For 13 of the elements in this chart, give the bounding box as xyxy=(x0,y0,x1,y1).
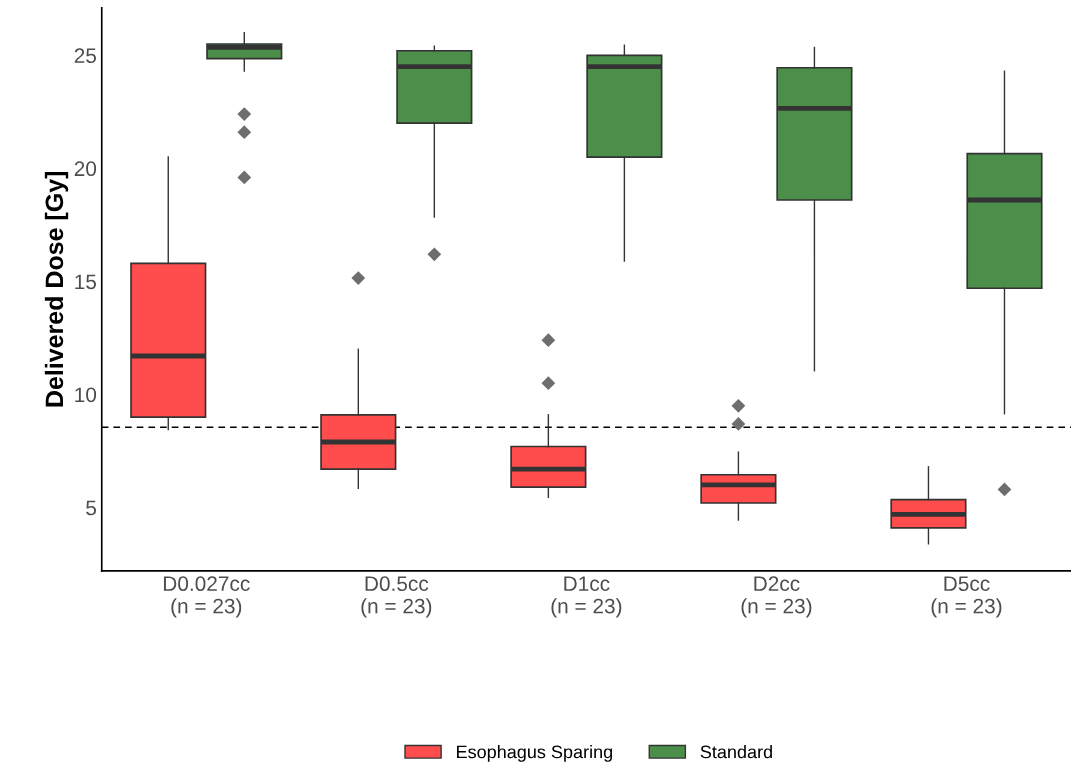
y-tick-label: 20 xyxy=(74,161,97,177)
x-tick-label: D1cc (n = 23) xyxy=(551,576,622,618)
y-tick-label: 15 xyxy=(75,274,97,290)
x-tick-label: D2cc (n = 23) xyxy=(741,576,812,618)
legend-label: Standard xyxy=(700,745,772,759)
y-tick-label: 10 xyxy=(75,387,97,403)
x-tick-label: D0.027cc (n = 23) xyxy=(163,576,250,618)
legend-label: Esophagus Sparing xyxy=(457,745,612,762)
y-tick-label: 25 xyxy=(74,48,97,64)
y-axis-title: Delivered Dose [Gy] xyxy=(44,171,69,407)
y-tick-label: 5 xyxy=(86,500,97,516)
x-tick-label: D5cc (n = 23) xyxy=(931,576,1002,618)
x-tick-label: D0.5cc (n = 23) xyxy=(361,576,432,618)
